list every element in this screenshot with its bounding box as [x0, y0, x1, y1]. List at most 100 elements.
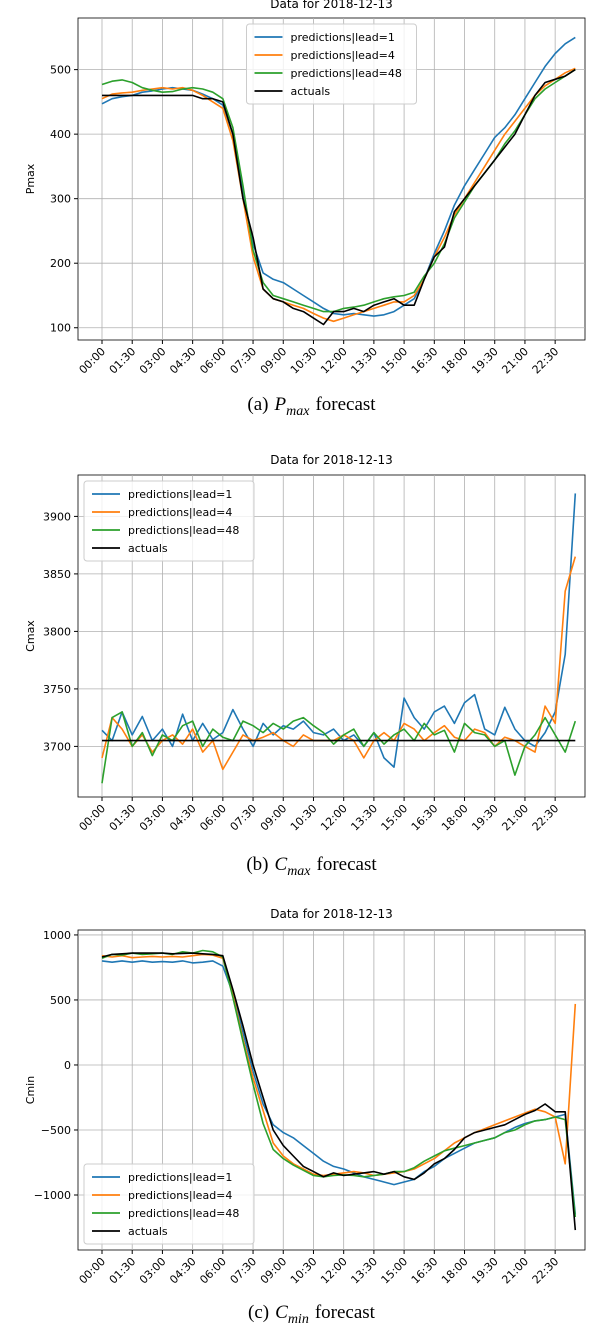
y-tick-label: 3750: [43, 683, 71, 696]
series-line: [101, 952, 577, 1231]
legend-label: predictions|lead=48: [128, 524, 239, 537]
x-tick-label: 18:00: [439, 345, 471, 377]
x-tick-label: 22:30: [530, 802, 562, 834]
x-tick-label: 13:30: [348, 802, 380, 834]
y-tick-label: 500: [50, 994, 71, 1007]
series-line: [102, 68, 576, 326]
x-tick-label: 00:00: [77, 1255, 109, 1287]
x-tick-label: 15:00: [379, 1255, 411, 1287]
chart: Data for 2018-12-13 Cmin −1000 −500 0 500 1000…: [24, 907, 586, 1327]
y-tick-label: 0: [64, 1059, 71, 1072]
caption: (b) Cmax forecast: [246, 854, 377, 879]
x-tick-label: 18:00: [439, 1255, 471, 1287]
x-tick-label: 03:00: [137, 802, 169, 834]
x-tick-label: 09:00: [258, 345, 290, 377]
x-tick-label: 00:00: [77, 345, 109, 377]
x-tick-label: 16:30: [409, 1255, 441, 1287]
x-tick-label: 15:00: [379, 345, 411, 377]
x-tick-label: 01:30: [107, 345, 139, 377]
x-tick-label: 06:00: [197, 345, 229, 377]
x-tick-label: 03:00: [137, 1255, 169, 1287]
caption-tag: (a): [247, 394, 268, 415]
legend-label: actuals: [291, 85, 331, 98]
x-tick-label: 16:30: [409, 802, 441, 834]
x-tick-label: 06:00: [197, 1255, 229, 1287]
x-tick-label: 12:00: [318, 1255, 350, 1287]
x-tick-label: 19:30: [469, 1255, 501, 1287]
plot-area: [77, 17, 586, 341]
x-tick-label: 15:00: [379, 802, 411, 834]
legend: [83, 480, 255, 562]
legend-label: predictions|lead=4: [291, 49, 395, 62]
caption-subscript: max: [286, 404, 310, 419]
legend-label: predictions|lead=1: [128, 1171, 232, 1184]
plot-area: [77, 474, 586, 798]
x-tick-label: 09:00: [258, 802, 290, 834]
legend-label: predictions|lead=48: [128, 1207, 239, 1220]
y-tick-label: 3900: [43, 510, 71, 523]
caption-tag: (b): [246, 854, 268, 875]
y-tick-label: 3700: [43, 740, 71, 753]
chart-title: Data for 2018-12-13: [270, 0, 393, 11]
x-tick-label: 03:00: [137, 345, 169, 377]
x-tick-label: 10:30: [288, 1255, 320, 1287]
legend: [83, 1163, 255, 1245]
x-tick-label: 07:30: [228, 802, 260, 834]
x-tick-label: 13:30: [348, 1255, 380, 1287]
x-tick-label: 21:00: [499, 1255, 531, 1287]
legend-label: predictions|lead=1: [291, 31, 395, 44]
x-tick-label: 12:00: [318, 345, 350, 377]
y-tick-label: 3850: [43, 568, 71, 581]
x-tick-label: 13:30: [348, 345, 380, 377]
x-tick-label: 00:00: [77, 802, 109, 834]
x-tick-label: 21:00: [499, 802, 531, 834]
x-tick-label: 06:00: [197, 802, 229, 834]
series-line: [101, 949, 577, 1218]
y-tick-label: −1000: [34, 1189, 71, 1202]
x-tick-label: 01:30: [107, 1255, 139, 1287]
y-tick-label: 100: [50, 322, 71, 335]
x-tick-label: 21:00: [499, 345, 531, 377]
x-tick-label: 22:30: [530, 1255, 562, 1287]
caption-text: forecast: [315, 1302, 376, 1323]
chart-title: Data for 2018-12-13: [270, 907, 393, 921]
y-tick-label: 200: [50, 257, 71, 270]
x-tick-label: 10:30: [288, 345, 320, 377]
x-tick-label: 22:30: [530, 345, 562, 377]
series-line: [101, 68, 576, 313]
plot-area: [77, 929, 586, 1251]
y-axis-label: Pmax: [24, 163, 37, 194]
caption-symbol: C: [275, 854, 288, 875]
y-tick-label: 300: [50, 193, 71, 206]
legend-label: predictions|lead=4: [128, 1189, 232, 1202]
legend-label: predictions|lead=1: [128, 488, 232, 501]
caption: (a) Pmax forecast: [247, 394, 376, 419]
caption-subscript: max: [287, 864, 311, 879]
x-tick-label: 19:30: [469, 345, 501, 377]
legend: [246, 23, 417, 105]
x-tick-label: 04:30: [167, 345, 199, 377]
caption-text: forecast: [315, 394, 376, 415]
chart: Data for 2018-12-13 Pmax 100 200 300 400 500 00…: [24, 0, 586, 419]
caption-text: forecast: [317, 854, 378, 875]
caption-subscript: min: [288, 1312, 309, 1327]
series-line: [101, 556, 577, 771]
x-tick-label: 07:30: [228, 1255, 260, 1287]
x-tick-label: 04:30: [167, 802, 199, 834]
x-tick-label: 12:00: [318, 802, 350, 834]
legend-label: predictions|lead=48: [291, 67, 402, 80]
y-tick-label: −500: [41, 1124, 71, 1137]
legend-label: actuals: [128, 1225, 168, 1238]
y-tick-label: 3800: [43, 625, 71, 638]
x-tick-label: 07:30: [228, 345, 260, 377]
y-tick-label: 500: [50, 64, 71, 77]
y-axis-label: Cmax: [24, 620, 37, 652]
x-tick-label: 04:30: [167, 1255, 199, 1287]
legend-label: predictions|lead=4: [128, 506, 232, 519]
caption-symbol: P: [274, 394, 287, 415]
x-tick-label: 19:30: [469, 802, 501, 834]
x-tick-label: 09:00: [258, 1255, 290, 1287]
y-tick-label: 400: [50, 128, 71, 141]
series-line: [101, 67, 576, 323]
